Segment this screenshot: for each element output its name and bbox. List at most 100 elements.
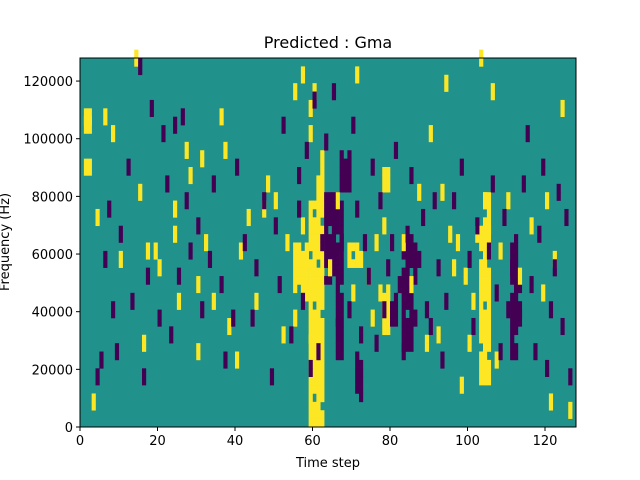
heatmap-cell-high bbox=[316, 368, 321, 377]
heatmap-cell-high bbox=[483, 242, 488, 252]
heatmap-cell-high bbox=[483, 276, 488, 285]
heatmap-cell-high bbox=[308, 108, 313, 118]
heatmap-cell-high bbox=[312, 385, 317, 394]
heatmap-cell-low bbox=[200, 309, 205, 319]
heatmap-cell-low bbox=[556, 183, 561, 193]
heatmap-cell-low bbox=[339, 250, 344, 260]
heatmap-cell-high bbox=[297, 250, 302, 260]
heatmap-cell-low bbox=[324, 200, 329, 210]
heatmap-cell-high bbox=[87, 108, 92, 118]
heatmap-cell-high bbox=[111, 125, 116, 134]
heatmap-cell-low bbox=[510, 309, 515, 319]
heatmap-cell-high bbox=[316, 250, 321, 260]
heatmap-cell-low bbox=[277, 276, 282, 285]
heatmap-cell-high bbox=[386, 284, 391, 294]
heatmap-cell-high bbox=[328, 259, 333, 268]
heatmap-cell-low bbox=[235, 158, 240, 168]
heatmap-cell-high bbox=[312, 284, 317, 294]
heatmap-cell-high bbox=[316, 359, 321, 369]
heatmap-plot-area bbox=[79, 49, 577, 428]
heatmap-cell-low bbox=[157, 309, 162, 319]
heatmap-cell-high bbox=[312, 242, 317, 252]
heatmap-cell-high bbox=[320, 192, 325, 201]
heatmap-cell-low bbox=[273, 217, 278, 227]
heatmap-cell-low bbox=[169, 326, 174, 336]
heatmap-cell-high bbox=[479, 58, 484, 67]
heatmap-cell-high bbox=[285, 234, 290, 243]
heatmap-cell-low bbox=[339, 183, 344, 193]
heatmap-cell-high bbox=[483, 334, 488, 344]
heatmap-cell-high bbox=[424, 343, 430, 352]
heatmap-cell-high bbox=[316, 267, 321, 277]
heatmap-cell-high bbox=[378, 284, 383, 294]
heatmap-cell-low bbox=[277, 284, 282, 294]
heatmap-cell-low bbox=[405, 242, 410, 252]
heatmap-cell-low bbox=[331, 225, 337, 235]
heatmap-cell-low bbox=[393, 292, 399, 302]
heatmap-cell-low bbox=[370, 167, 375, 176]
heatmap-cell-low bbox=[514, 234, 519, 243]
heatmap-cell-high bbox=[304, 242, 309, 252]
heatmap-cell-high bbox=[266, 175, 271, 185]
heatmap-cell-high bbox=[316, 326, 321, 336]
x-tick-label: 80 bbox=[382, 434, 399, 449]
heatmap-cell-high bbox=[196, 343, 201, 352]
heatmap-cell-high bbox=[176, 301, 182, 310]
heatmap-cell-low bbox=[347, 301, 352, 310]
heatmap-cell-low bbox=[514, 242, 519, 252]
heatmap-cell-high bbox=[316, 276, 321, 285]
heatmap-cell-low bbox=[393, 301, 399, 310]
heatmap-cell-low bbox=[355, 200, 360, 210]
heatmap-cell-low bbox=[312, 99, 317, 109]
heatmap-cell-low bbox=[494, 284, 499, 294]
heatmap-cell-high bbox=[529, 217, 534, 227]
heatmap-cell-low bbox=[211, 183, 216, 193]
heatmap-cell-low bbox=[184, 200, 189, 210]
heatmap-cell-high bbox=[448, 234, 453, 243]
heatmap-cell-low bbox=[459, 167, 464, 176]
heatmap-cell-low bbox=[374, 334, 379, 344]
heatmap-cell-high bbox=[304, 259, 309, 268]
heatmap-cell-low bbox=[297, 200, 302, 210]
heatmap-cell-high bbox=[355, 74, 360, 84]
heatmap-cell-high bbox=[486, 200, 492, 210]
heatmap-cell-low bbox=[169, 334, 174, 344]
heatmap-cell-high bbox=[297, 267, 302, 277]
heatmap-cell-high bbox=[320, 284, 325, 294]
heatmap-cell-low bbox=[405, 301, 410, 310]
heatmap-cell-high bbox=[87, 116, 92, 126]
heatmap-cell-high bbox=[308, 200, 313, 210]
heatmap-cell-high bbox=[320, 410, 325, 419]
heatmap-cell-low bbox=[514, 259, 519, 268]
heatmap-cell-high bbox=[316, 418, 321, 428]
y-tick-label: 120000 bbox=[23, 75, 73, 90]
heatmap-cell-high bbox=[238, 242, 244, 252]
heatmap-cell-high bbox=[483, 359, 488, 369]
heatmap-cell-low bbox=[114, 351, 120, 361]
heatmap-cell-high bbox=[355, 66, 360, 76]
heatmap-cell-low bbox=[405, 225, 410, 235]
heatmap-cell-high bbox=[483, 317, 488, 327]
heatmap-cell-low bbox=[397, 276, 402, 285]
heatmap-cell-low bbox=[413, 250, 418, 260]
heatmap-cell-high bbox=[494, 351, 499, 361]
heatmap-cell-low bbox=[459, 158, 464, 168]
heatmap-cell-low bbox=[262, 192, 267, 201]
x-tick-label: 20 bbox=[149, 434, 166, 449]
heatmap-cell-low bbox=[343, 183, 348, 193]
heatmap-cell-high bbox=[320, 376, 325, 386]
heatmap-cell-high bbox=[142, 334, 147, 344]
heatmap-cell-low bbox=[393, 150, 399, 159]
heatmap-cell-low bbox=[316, 351, 321, 361]
heatmap-cell-low bbox=[207, 250, 213, 260]
heatmap-cell-low bbox=[149, 108, 154, 118]
heatmap-cell-high bbox=[355, 259, 360, 268]
heatmap-cell-high bbox=[273, 192, 278, 201]
heatmap-cell-high bbox=[417, 192, 422, 201]
heatmap-cell-low bbox=[502, 208, 507, 218]
heatmap-cell-low bbox=[339, 200, 344, 210]
heatmap-cell-low bbox=[223, 359, 228, 369]
heatmap-cell-high bbox=[312, 343, 317, 352]
heatmap-cell-low bbox=[355, 376, 360, 386]
heatmap-cell-high bbox=[300, 74, 306, 84]
